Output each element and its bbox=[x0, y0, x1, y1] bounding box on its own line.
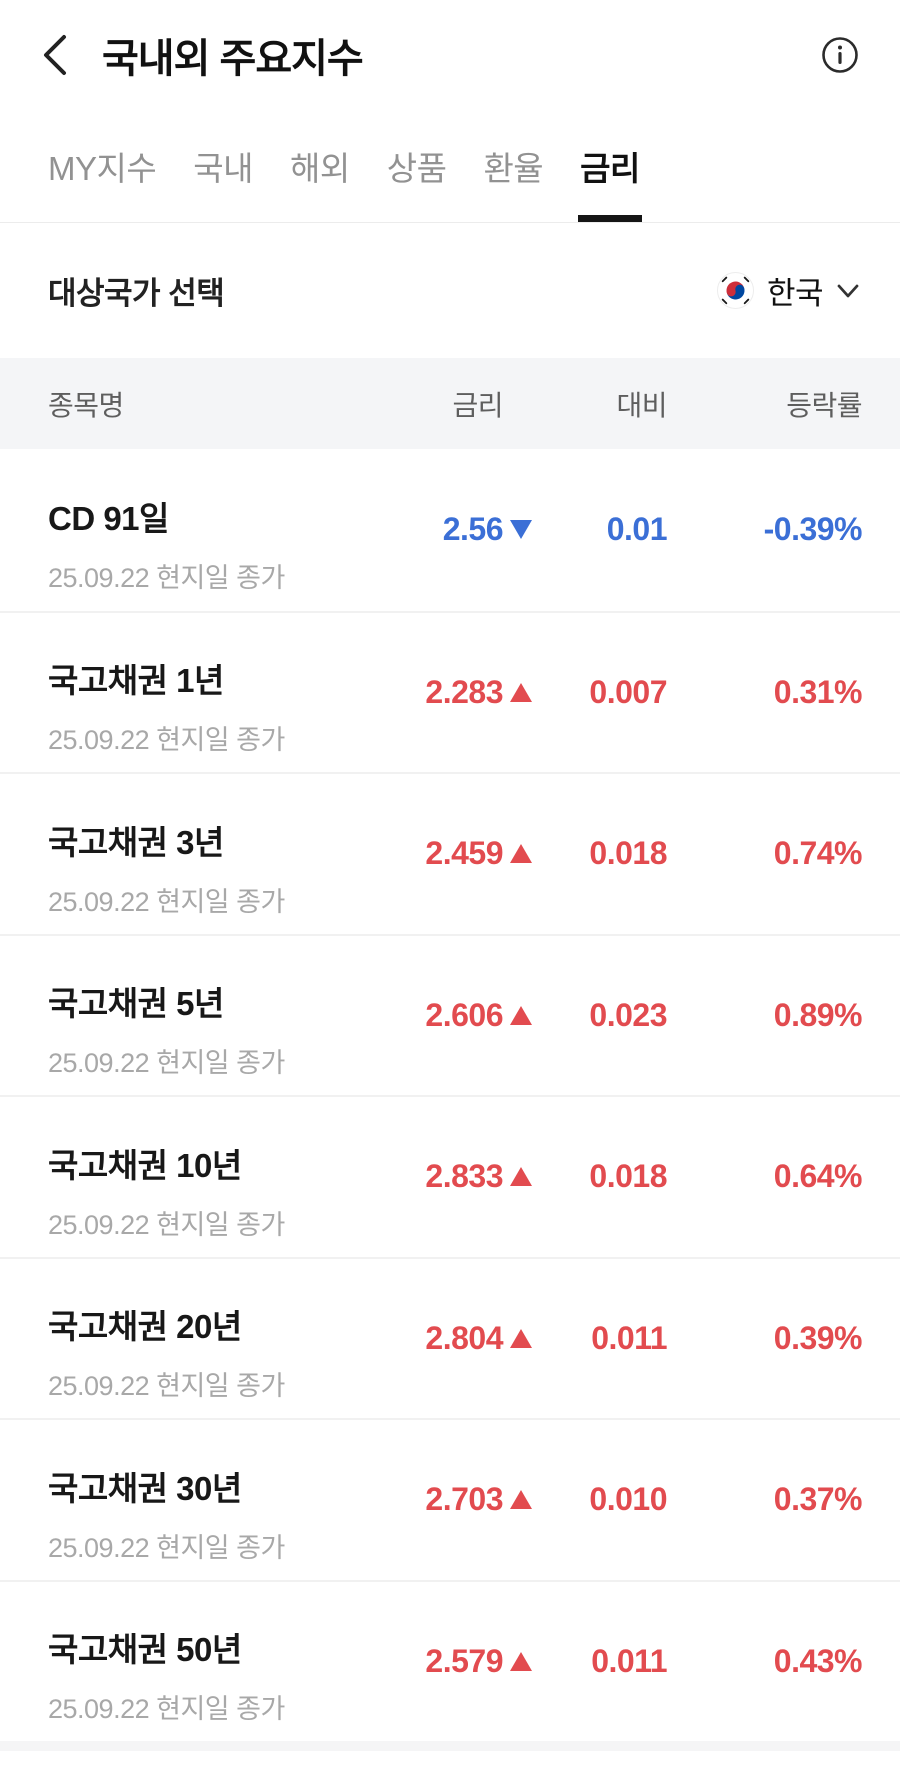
table-row[interactable]: 국고채권 3년 25.09.22 현지일 종가 2.459 0.018 0.74… bbox=[0, 772, 900, 934]
table-row[interactable]: 국고채권 50년 25.09.22 현지일 종가 2.579 0.011 0.4… bbox=[0, 1579, 900, 1742]
tab-commodity[interactable]: 상품 bbox=[387, 110, 447, 222]
tab-domestic[interactable]: 국내 bbox=[193, 110, 253, 222]
change-value: 0.010 bbox=[589, 1481, 667, 1518]
bottom-spacer bbox=[0, 1751, 900, 1777]
row-left: CD 91일 25.09.22 현지일 종가 bbox=[48, 499, 322, 595]
quote-date: 25.09.22 현지일 종가 bbox=[48, 1694, 285, 1725]
rate-value: 2.833 bbox=[322, 1158, 532, 1195]
rate-value: 2.56 bbox=[322, 511, 532, 548]
rate-value: 2.606 bbox=[322, 997, 532, 1034]
rate-list: CD 91일 25.09.22 현지일 종가 2.56 0.01 -0.39% … bbox=[0, 449, 900, 1741]
pct-value: 0.89% bbox=[773, 996, 863, 1033]
country-select-button[interactable]: 한국 bbox=[716, 268, 860, 313]
direction-triangle-icon bbox=[510, 844, 532, 864]
instrument-name: 국고채권 30년 bbox=[48, 1469, 242, 1507]
back-button[interactable] bbox=[40, 33, 84, 77]
pct-value: 0.43% bbox=[773, 1642, 863, 1679]
row-left: 국고채권 5년 25.09.22 현지일 종가 bbox=[48, 984, 322, 1080]
rate-value: 2.703 bbox=[322, 1481, 532, 1518]
quote-date: 25.09.22 현지일 종가 bbox=[48, 1209, 285, 1240]
direction-triangle-icon bbox=[510, 1651, 532, 1671]
table-header: 종목명 금리 대비 등락률 bbox=[0, 358, 900, 449]
table-row[interactable]: CD 91일 25.09.22 현지일 종가 2.56 0.01 -0.39% bbox=[0, 449, 900, 611]
tab-bar: MY지수 국내 해외 상품 환율 금리 bbox=[0, 110, 900, 223]
direction-triangle-icon bbox=[510, 1490, 532, 1510]
table-row[interactable]: 국고채권 20년 25.09.22 현지일 종가 2.804 0.011 0.3… bbox=[0, 1256, 900, 1419]
app-header: 국내외 주요지수 bbox=[0, 0, 900, 110]
tab-my[interactable]: MY지수 bbox=[48, 110, 157, 222]
section-divider bbox=[0, 1741, 900, 1751]
info-icon bbox=[822, 37, 858, 73]
country-selector-label: 대상국가 선택 bbox=[48, 276, 225, 311]
row-left: 국고채권 1년 25.09.22 현지일 종가 bbox=[48, 661, 322, 757]
row-left: 국고채권 3년 25.09.22 현지일 종가 bbox=[48, 823, 322, 919]
country-value: 한국 bbox=[766, 276, 824, 311]
tab-rate[interactable]: 금리 bbox=[578, 110, 642, 222]
instrument-name: 국고채권 50년 bbox=[48, 1631, 242, 1669]
rate-value: 2.579 bbox=[322, 1643, 532, 1680]
korea-flag-icon bbox=[716, 272, 754, 309]
row-left: 국고채권 20년 25.09.22 현지일 종가 bbox=[48, 1307, 322, 1403]
row-left: 국고채권 50년 25.09.22 현지일 종가 bbox=[48, 1630, 322, 1726]
quote-date: 25.09.22 현지일 종가 bbox=[48, 725, 285, 756]
change-value: 0.023 bbox=[589, 996, 667, 1033]
table-row[interactable]: 국고채권 5년 25.09.22 현지일 종가 2.606 0.023 0.89… bbox=[0, 933, 900, 1096]
pct-value: 0.64% bbox=[773, 1158, 863, 1195]
quote-date: 25.09.22 현지일 종가 bbox=[48, 886, 285, 917]
pct-value: 0.74% bbox=[773, 835, 863, 872]
rate-value: 2.459 bbox=[322, 835, 532, 872]
tab-overseas[interactable]: 해외 bbox=[290, 110, 350, 222]
direction-triangle-icon bbox=[510, 1167, 532, 1187]
column-header-pct: 등락률 bbox=[786, 389, 862, 421]
table-row[interactable]: 국고채권 10년 25.09.22 현지일 종가 2.833 0.018 0.6… bbox=[0, 1095, 900, 1257]
direction-triangle-icon bbox=[510, 1005, 532, 1025]
change-value: 0.01 bbox=[606, 511, 668, 548]
pct-value: 0.37% bbox=[773, 1481, 863, 1518]
table-row[interactable]: 국고채권 1년 25.09.22 현지일 종가 2.283 0.007 0.31… bbox=[0, 610, 900, 773]
row-left: 국고채권 30년 25.09.22 현지일 종가 bbox=[48, 1469, 322, 1565]
column-header-rate: 금리 bbox=[452, 389, 503, 421]
column-header-name: 종목명 bbox=[48, 389, 124, 421]
pct-value: -0.39% bbox=[763, 511, 863, 548]
change-value: 0.018 bbox=[589, 1158, 667, 1195]
change-value: 0.011 bbox=[591, 1642, 667, 1679]
direction-triangle-icon bbox=[510, 520, 532, 540]
chevron-left-icon bbox=[44, 35, 66, 75]
instrument-name: 국고채권 3년 bbox=[48, 823, 224, 861]
table-row[interactable]: 국고채권 30년 25.09.22 현지일 종가 2.703 0.010 0.3… bbox=[0, 1418, 900, 1580]
pct-value: 0.31% bbox=[773, 673, 863, 710]
info-button[interactable] bbox=[820, 35, 860, 75]
quote-date: 25.09.22 현지일 종가 bbox=[48, 1048, 285, 1079]
quote-date: 25.09.22 현지일 종가 bbox=[48, 1532, 285, 1563]
instrument-name: 국고채권 20년 bbox=[48, 1308, 242, 1346]
tab-fx[interactable]: 환율 bbox=[483, 110, 543, 222]
column-header-change: 대비 bbox=[616, 389, 667, 421]
page-title: 국내외 주요지수 bbox=[102, 37, 364, 81]
country-selector-row: 대상국가 선택 한국 bbox=[0, 223, 900, 358]
row-left: 국고채권 10년 25.09.22 현지일 종가 bbox=[48, 1146, 322, 1242]
instrument-name: 국고채권 1년 bbox=[48, 662, 224, 700]
chevron-down-icon bbox=[837, 284, 859, 297]
change-value: 0.007 bbox=[589, 673, 667, 710]
instrument-name: 국고채권 10년 bbox=[48, 1146, 242, 1184]
direction-triangle-icon bbox=[510, 682, 532, 702]
quote-date: 25.09.22 현지일 종가 bbox=[48, 1371, 285, 1402]
quote-date: 25.09.22 현지일 종가 bbox=[48, 562, 285, 593]
rate-value: 2.804 bbox=[322, 1320, 532, 1357]
change-value: 0.018 bbox=[589, 835, 667, 872]
direction-triangle-icon bbox=[510, 1328, 532, 1348]
change-value: 0.011 bbox=[591, 1319, 667, 1356]
pct-value: 0.39% bbox=[773, 1319, 863, 1356]
rate-value: 2.283 bbox=[322, 674, 532, 711]
instrument-name: 국고채권 5년 bbox=[48, 985, 224, 1023]
instrument-name: CD 91일 bbox=[48, 499, 169, 537]
